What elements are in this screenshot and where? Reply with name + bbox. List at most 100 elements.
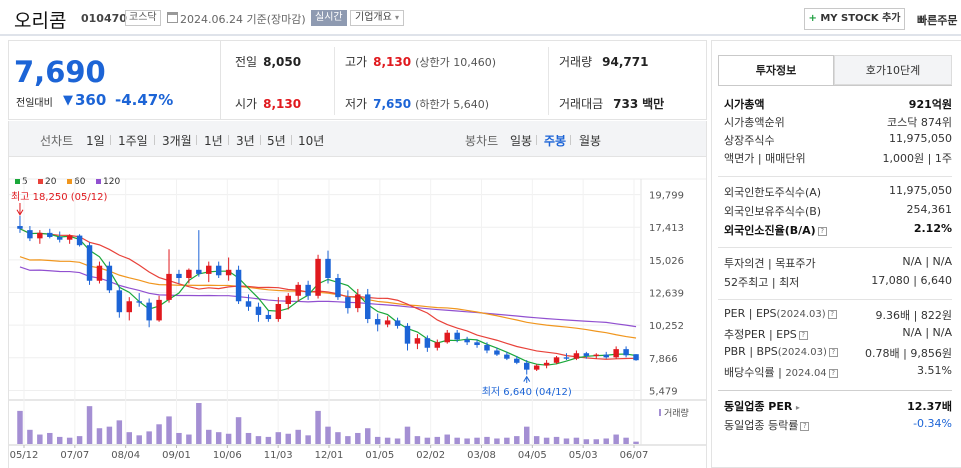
legend-label: 120: [103, 177, 120, 187]
tab-1year[interactable]: 1년: [204, 134, 223, 148]
volume-bar: [474, 437, 480, 444]
candlestick-chart[interactable]: 5 20 60 120 19,799 17,413 15,026 12,639 10,252 7,…: [9, 157, 706, 468]
tab-10year[interactable]: 10년: [298, 134, 325, 148]
ma120-line: [19, 266, 637, 328]
volume-label: 거래량: [559, 55, 593, 69]
volume-bar: [484, 436, 490, 444]
candle-body: [384, 320, 391, 325]
candle-body: [414, 338, 421, 344]
candle-body: [454, 332, 460, 340]
chart-period-tabs: 선차트 1일 1주일 3개월 1년 3년 5년 10년 봉차트 일봉 주봉 월봉: [8, 121, 707, 157]
market-cap-rank-market: 코스닥: [887, 116, 918, 129]
stock-header: 오리콤 010470 코스닥 2024.06.24 기준(장마감) 실시간 기업…: [0, 0, 961, 36]
bps-label: BPS: [756, 345, 778, 358]
tab-3year[interactable]: 3년: [236, 134, 255, 148]
x-tick-label: 12/01: [315, 450, 344, 461]
candle-body: [56, 236, 63, 240]
volume-bar: [37, 434, 43, 444]
tab-daily-candle[interactable]: 일봉: [510, 134, 533, 148]
arrow-down-icon: [16, 209, 24, 216]
change-value: 360: [75, 91, 107, 109]
x-tick-label: 11/03: [264, 450, 293, 461]
market-cap-row: 시가총액 921억원: [724, 96, 952, 114]
volume-bar: [106, 426, 113, 444]
candle-body: [265, 314, 272, 320]
eps-label: EPS: [755, 307, 777, 320]
volume-bar: [384, 437, 391, 444]
volume-bar: [444, 434, 450, 444]
current-price: 7,690: [14, 55, 106, 89]
candle-body: [146, 302, 152, 321]
quick-order-button[interactable]: 빠른주문: [917, 14, 958, 27]
arrow-up-icon: [523, 375, 531, 382]
volume-bar: [633, 441, 639, 444]
volume-bar: [176, 432, 182, 444]
volume-bar: [454, 437, 460, 444]
volume-bar: [255, 436, 262, 444]
volume-bar: [315, 410, 321, 444]
volume-bar: [583, 439, 590, 444]
pbr-bps-row: PBR | BPS(2024.03)? 0.78배 | 9,856원: [724, 345, 952, 360]
help-icon[interactable]: ?: [827, 310, 837, 319]
x-tick-label: 08/04: [111, 450, 140, 461]
help-icon[interactable]: ?: [800, 422, 810, 431]
candle-body: [275, 303, 282, 320]
help-icon[interactable]: ?: [828, 348, 838, 357]
volume-bar: [563, 438, 570, 444]
candle-body: [156, 299, 162, 321]
tab-candle-chart[interactable]: 봉차트: [465, 134, 499, 148]
volume-bar: [523, 426, 530, 444]
realtime-button[interactable]: 실시간: [311, 10, 347, 26]
volume-bar: [225, 433, 232, 444]
tab-invest-info[interactable]: 투자정보: [718, 55, 834, 85]
foreign-limit-value: 11,975,050: [889, 184, 952, 197]
add-mystock-button[interactable]: + MY STOCK 추가: [804, 8, 905, 30]
tab-weekly-candle[interactable]: 주봉: [544, 134, 567, 148]
est-per-label: 추정PER: [724, 328, 766, 341]
tab-5year[interactable]: 5년: [267, 134, 286, 148]
date-text: 2024.06.24 기준(장마감): [180, 13, 306, 26]
help-icon[interactable]: ?: [817, 227, 827, 236]
candle-body: [474, 342, 480, 346]
volume-bar: [464, 438, 470, 444]
ma60-line: [19, 256, 637, 339]
volume-bar: [414, 436, 421, 444]
candle-body: [86, 245, 93, 281]
tab-orderbook[interactable]: 호가10단계: [834, 55, 952, 85]
market-cap-rank-value: 874위: [920, 116, 952, 129]
volume-bar: [603, 438, 609, 444]
bps-value: 9,856원: [910, 347, 952, 360]
x-tick-label: 06/07: [620, 450, 649, 461]
sector-per-label: 동일업종 PER: [724, 400, 793, 413]
x-tick-label: 03/08: [467, 450, 496, 461]
volume-bar: [245, 432, 252, 444]
par-value-label: 액면가: [724, 152, 755, 165]
volume-bar: [374, 436, 381, 444]
tab-1day[interactable]: 1일: [86, 134, 105, 148]
high-label: 고가: [345, 55, 368, 69]
candle-body: [573, 353, 580, 359]
company-overview-dropdown[interactable]: 기업개요 ▾: [350, 10, 405, 26]
x-tick-label: 05/03: [569, 450, 598, 461]
tab-1week[interactable]: 1주일: [118, 134, 148, 148]
help-icon[interactable]: ?: [798, 331, 808, 340]
help-icon[interactable]: ?: [828, 369, 838, 378]
candle-body: [196, 269, 202, 274]
stock-chart-area[interactable]: 5 20 60 120 19,799 17,413 15,026 12,639 10,252 7,…: [8, 157, 707, 468]
ma5-line: [19, 228, 637, 366]
down-arrow-icon: ▼: [63, 93, 73, 108]
volume-bar: [47, 432, 53, 444]
investment-info-panel: 호가10단계 투자정보 시가총액 921억원 시가총액순위 코스닥 874위 상…: [711, 40, 961, 468]
volume-bar: [96, 428, 103, 444]
target-price-label: 목표주가: [775, 257, 816, 270]
y-tick-label: 19,799: [649, 191, 684, 202]
volume-bar: [17, 410, 23, 444]
volume-bar: [593, 439, 600, 444]
trade-unit-value: 1주: [934, 152, 952, 165]
high-price: 고가 8,130 (상한가 10,460): [345, 53, 496, 70]
tab-3month[interactable]: 3개월: [162, 134, 192, 148]
open-label: 시가: [235, 97, 258, 111]
tab-line-chart[interactable]: 선차트: [40, 134, 74, 148]
tab-monthly-candle[interactable]: 월봉: [579, 134, 602, 148]
foreign-limit-label: 외국인한도주식수(A): [724, 186, 822, 199]
